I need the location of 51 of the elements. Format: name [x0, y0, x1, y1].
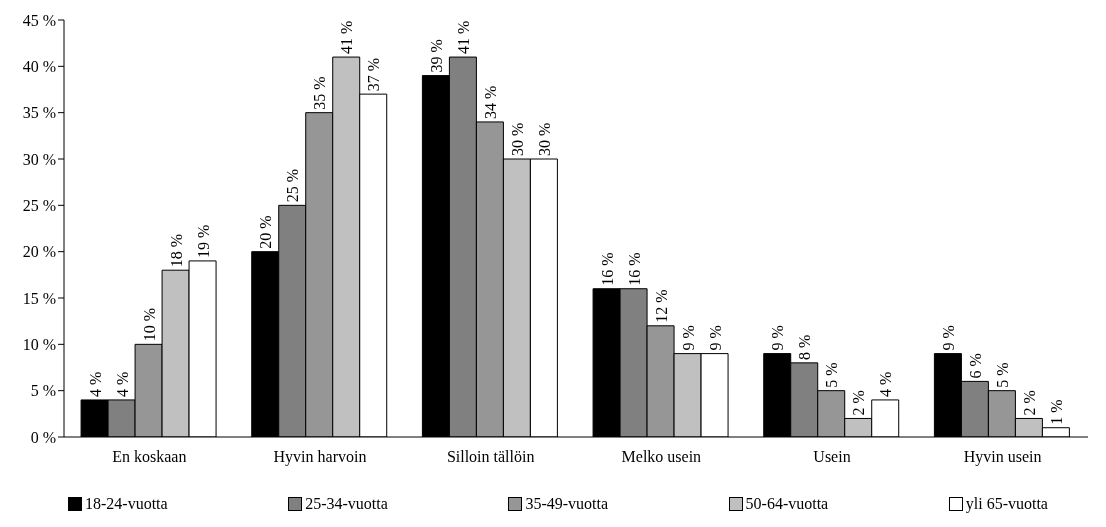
y-tick-label: 45 % [22, 11, 56, 29]
data-label: 18 % [167, 233, 185, 268]
data-label: 19 % [194, 224, 212, 258]
x-tick-label: Melko usein [621, 448, 702, 466]
data-label: 4 % [113, 371, 131, 397]
y-tick-label: 25 % [22, 197, 56, 215]
y-tick-label: 10 % [22, 336, 56, 354]
data-label: 10 % [140, 308, 158, 342]
data-label: 4 % [86, 371, 104, 397]
data-label: 34 % [481, 85, 499, 119]
data-label: 9 % [769, 325, 787, 351]
data-label: 30 % [535, 122, 553, 156]
data-label: 9 % [679, 325, 697, 351]
y-tick-label: 35 % [22, 104, 56, 122]
data-label: 30 % [508, 122, 526, 156]
data-label: 25 % [284, 169, 302, 203]
y-tick-label: 5 % [30, 382, 56, 400]
legend-label: yli 65-vuotta [964, 495, 1048, 513]
x-tick-label: Hyvin usein [963, 448, 1042, 467]
data-label: 16 % [625, 252, 643, 286]
data-label: 16 % [598, 252, 616, 286]
data-label: 2 % [1020, 390, 1038, 416]
y-tick-label: 0 % [30, 428, 56, 446]
data-label: 41 % [338, 20, 356, 55]
y-tick-label: 20 % [22, 243, 56, 261]
x-tick-label: Hyvin harvoin [273, 448, 367, 467]
data-label: 20 % [257, 215, 275, 249]
data-label: 8 % [796, 334, 814, 360]
data-label: 4 % [877, 371, 895, 397]
data-label: 41 % [454, 20, 472, 55]
data-label: 1 % [1047, 399, 1065, 425]
data-label: 2 % [850, 390, 868, 416]
data-label: 37 % [365, 57, 383, 92]
data-label: 12 % [652, 289, 670, 323]
data-label: 39 % [427, 39, 445, 73]
legend-label: 18-24-vuotta [84, 495, 168, 513]
data-label: 6 % [966, 353, 984, 379]
x-tick-label: En koskaan [112, 448, 187, 466]
data-label: 5 % [993, 362, 1011, 388]
y-tick-label: 15 % [22, 289, 56, 307]
y-tick-label: 40 % [22, 58, 56, 76]
legend-label: 50-64-vuotta [744, 495, 829, 513]
legend-label: 35-49-vuotta [524, 495, 609, 513]
y-tick-label: 30 % [22, 150, 56, 168]
data-label: 9 % [939, 325, 957, 351]
data-label: 35 % [311, 76, 329, 110]
x-tick-label: Usein [813, 448, 851, 466]
data-label: 5 % [823, 362, 841, 388]
data-label: 9 % [706, 325, 724, 351]
legend-label: 25-34-vuotta [304, 495, 388, 513]
x-tick-label: Silloin tällöin [446, 448, 535, 466]
